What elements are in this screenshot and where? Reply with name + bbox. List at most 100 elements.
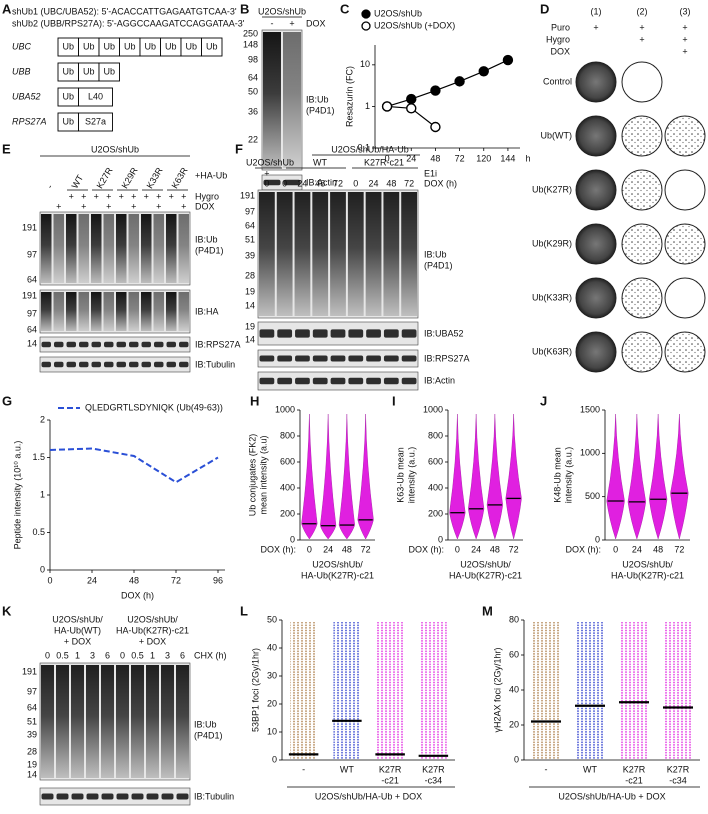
lane-label: + bbox=[289, 18, 294, 28]
violin bbox=[627, 413, 647, 540]
mw-label: 148 bbox=[243, 39, 258, 49]
blot-band bbox=[91, 341, 101, 348]
mw-label: 64 bbox=[27, 274, 37, 284]
y-tick-label: 1500 bbox=[580, 404, 600, 414]
panel-label: C bbox=[340, 1, 350, 16]
mw-label: 191 bbox=[22, 290, 37, 300]
condition-mark: + bbox=[156, 201, 161, 211]
y-tick-label: 10 bbox=[360, 59, 370, 69]
time-axis-label: CHX (h) bbox=[194, 650, 227, 660]
time-label: 6 bbox=[180, 650, 185, 660]
violin bbox=[468, 413, 485, 540]
blot-label: IB:Actin bbox=[306, 177, 337, 187]
time-label: 24 bbox=[369, 178, 379, 188]
blot-lane bbox=[276, 192, 293, 316]
domain-box bbox=[78, 112, 113, 132]
blot-lane bbox=[365, 192, 382, 316]
blot-lane bbox=[116, 214, 127, 283]
condition-mark: + bbox=[181, 191, 186, 201]
domain-label: L40 bbox=[88, 91, 103, 101]
row-label: Ub(K27R) bbox=[532, 184, 572, 194]
y-tick-label: 800 bbox=[280, 430, 295, 440]
plate bbox=[575, 277, 617, 319]
mw-label: 97 bbox=[245, 206, 255, 216]
condition-mark: + bbox=[131, 191, 136, 201]
violin bbox=[505, 413, 522, 540]
plate bbox=[621, 277, 663, 319]
mw-label: 14 bbox=[245, 334, 255, 344]
x-tick-label: 0 bbox=[385, 153, 390, 163]
blot-band bbox=[312, 377, 328, 385]
mw-label: 191 bbox=[22, 222, 37, 232]
mw-label: 36 bbox=[248, 106, 258, 116]
domain-label: S27a bbox=[85, 116, 106, 126]
violin bbox=[486, 413, 503, 540]
x-tick-label: -c34 bbox=[669, 775, 687, 785]
violin bbox=[338, 413, 355, 540]
x-tick-label: WT bbox=[340, 764, 354, 774]
y-tick-label: 0 bbox=[438, 534, 443, 544]
dot-cloud bbox=[620, 622, 648, 759]
panel-label: B bbox=[240, 1, 249, 16]
blot-band bbox=[179, 361, 189, 368]
blot-band bbox=[116, 793, 129, 800]
condition-mark: + bbox=[144, 191, 149, 201]
blot-band bbox=[116, 361, 126, 368]
x-tick-label: K27R bbox=[623, 764, 646, 774]
y-tick-label: 20 bbox=[509, 719, 519, 729]
blot-band bbox=[141, 341, 151, 348]
blot-band bbox=[179, 341, 189, 348]
y-axis-label: Resazurin (FC) bbox=[344, 66, 354, 127]
y-tick-label: 200 bbox=[428, 508, 443, 518]
x-tick-label: 24 bbox=[471, 544, 481, 554]
domain-box bbox=[201, 37, 223, 57]
blot-lane bbox=[294, 192, 311, 316]
blot-band bbox=[104, 341, 114, 348]
panel-label: K bbox=[2, 603, 12, 618]
domain-label: Ub bbox=[62, 116, 74, 126]
condition-label: DOX bbox=[550, 46, 570, 56]
blot-band bbox=[283, 179, 301, 186]
condition-label: Hygro bbox=[546, 34, 570, 44]
blot-band bbox=[66, 341, 76, 348]
y-tick-label: 0.5 bbox=[32, 527, 45, 537]
x-tick-label: K27R bbox=[422, 764, 445, 774]
time-label: 0.5 bbox=[56, 650, 69, 660]
blot-band bbox=[277, 355, 293, 362]
y-tick-label: 2 bbox=[40, 414, 45, 424]
plate bbox=[664, 277, 706, 319]
footer-label: U2OS/shUb/ bbox=[460, 559, 511, 569]
x-tick-label: 48 bbox=[653, 544, 663, 554]
blot-band bbox=[161, 793, 174, 800]
panel-label: F bbox=[235, 141, 243, 156]
x-tick-label: 72 bbox=[455, 153, 465, 163]
group-label: WT bbox=[70, 173, 86, 191]
footer-label: HA-Ub(K27R)-c21 bbox=[449, 570, 522, 580]
legend-marker bbox=[361, 9, 371, 19]
y-tick-label: 30 bbox=[267, 670, 277, 680]
blot-lane bbox=[161, 665, 174, 778]
construct-label: +HA-Ub bbox=[195, 170, 227, 180]
x-tick-label: 72 bbox=[509, 544, 519, 554]
lane-label: - bbox=[271, 18, 274, 28]
y-axis-label: intensity (a.u.) bbox=[406, 447, 416, 504]
x-tick-label: -c21 bbox=[381, 775, 399, 785]
x-axis-label: DOX (h): bbox=[408, 544, 444, 554]
violin bbox=[301, 413, 318, 540]
blot-band bbox=[56, 793, 69, 800]
blot-band bbox=[129, 361, 139, 368]
legend-label: U2OS/shUb bbox=[374, 8, 422, 18]
x-tick-label: 48 bbox=[430, 153, 440, 163]
condition-mark: + bbox=[106, 191, 111, 201]
y-axis-label: Peptide intensity (10¹⁰ a.u.) bbox=[12, 441, 22, 550]
blot-band bbox=[366, 377, 381, 385]
plate bbox=[621, 115, 663, 157]
x-tick-label: 24 bbox=[87, 575, 97, 585]
mw-label: 64 bbox=[27, 324, 37, 334]
row-label: Ub(K63R) bbox=[532, 346, 572, 356]
blot-lane bbox=[128, 214, 139, 283]
condition-mark: + bbox=[56, 201, 61, 211]
y-tick-label: 800 bbox=[428, 430, 443, 440]
blot-band bbox=[141, 361, 151, 368]
group-label: WT bbox=[313, 157, 327, 167]
